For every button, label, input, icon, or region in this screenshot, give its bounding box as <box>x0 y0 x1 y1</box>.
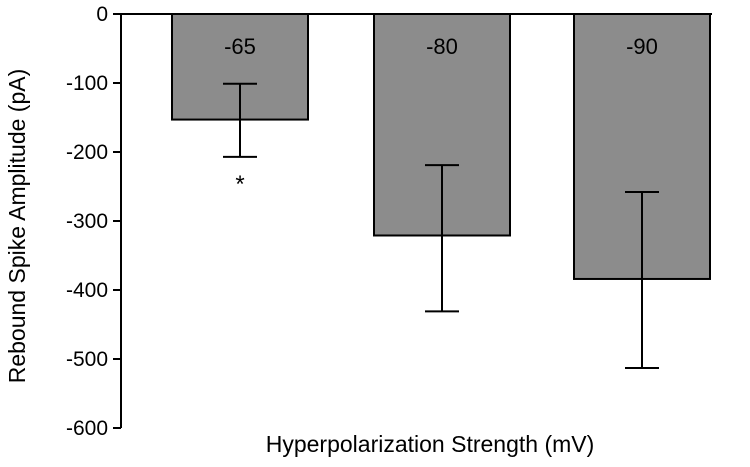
error-bar-1 <box>425 164 459 313</box>
y-tick-label-6: -600 <box>66 417 108 440</box>
error-bars-layer <box>223 82 659 369</box>
error-bar-0 <box>223 82 257 158</box>
category-label-2: -90 <box>626 34 658 59</box>
y-tick-label-0: 0 <box>96 3 108 26</box>
error-bar-2 <box>625 191 659 369</box>
y-tick-label-2: -200 <box>66 141 108 164</box>
significance-marker-0: * <box>235 171 244 198</box>
y-tick-label-4: -400 <box>66 279 108 302</box>
y-tick-label-1: -100 <box>66 72 108 95</box>
labels-layer: -65 * -80 -90 <box>224 34 658 198</box>
y-tick-label-5: -500 <box>66 348 108 371</box>
category-label-1: -80 <box>426 34 458 59</box>
category-label-0: -65 <box>224 34 256 59</box>
x-axis-title: Hyperpolarization Strength (mV) <box>266 431 595 457</box>
y-axis-title: Rebound Spike Amplitude (pA) <box>4 69 30 384</box>
y-axis: 0 -100 -200 -300 -400 -500 -600 <box>66 3 712 440</box>
y-tick-label-3: -300 <box>66 210 108 233</box>
